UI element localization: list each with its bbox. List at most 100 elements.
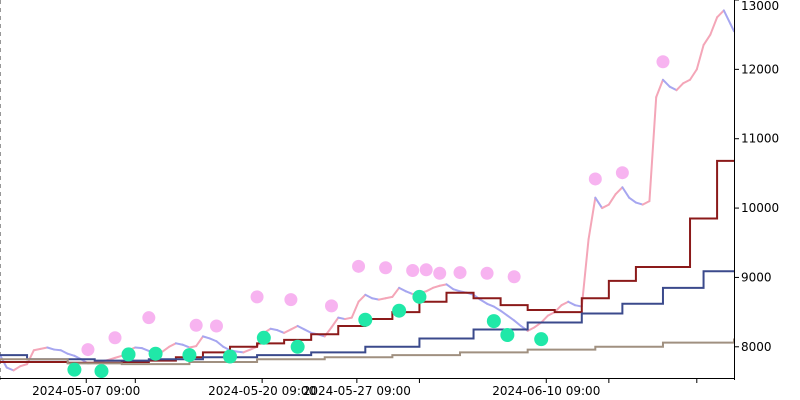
price-segment (168, 342, 177, 348)
price-segment (709, 16, 719, 36)
price-segment (479, 298, 489, 305)
peak-marker (615, 166, 629, 180)
price-segment (445, 283, 455, 291)
price-segment (141, 347, 150, 352)
trough-marker (256, 330, 271, 345)
price-segment (404, 290, 414, 296)
price-segment (621, 186, 631, 199)
price-segment (506, 314, 516, 322)
price-segment (215, 340, 225, 348)
price-segment (32, 347, 42, 352)
price-segment (66, 352, 76, 357)
price-segment (46, 346, 56, 351)
price-segment (188, 345, 198, 349)
price-segment (560, 300, 570, 307)
x-tick-label: 2024-05-20 09:00 (208, 384, 316, 398)
y-tick-label: 8000 (741, 340, 772, 354)
y-tick-label: 12000 (741, 62, 779, 76)
x-tick-label: 2024-05-07 09:00 (32, 384, 140, 398)
trough-marker (94, 364, 109, 379)
peak-marker (480, 266, 494, 280)
step-series-line-3 (0, 338, 735, 366)
price-segment (5, 366, 15, 372)
price-segment (283, 328, 292, 334)
y-tick-label: 9000 (741, 270, 772, 284)
price-segment (729, 23, 735, 33)
price-segment (350, 300, 360, 319)
peak-marker (406, 263, 420, 277)
price-segment (330, 316, 340, 329)
price-segment (546, 311, 556, 317)
price-segment (425, 286, 434, 293)
peak-marker (352, 259, 366, 273)
peak-marker (189, 318, 203, 332)
y-tick-label: 13000 (741, 0, 779, 13)
trough-marker (486, 314, 501, 329)
trough-marker (534, 332, 549, 347)
trough-marker (182, 348, 197, 363)
price-segment (391, 286, 401, 298)
price-segment (452, 288, 462, 293)
price-segment (195, 335, 204, 348)
price-segment (107, 356, 117, 361)
price-segment (513, 319, 522, 327)
price-segment (181, 343, 191, 349)
price-segment (431, 284, 441, 289)
step-series-group (0, 159, 735, 366)
price-segment (201, 335, 211, 340)
price-segment (689, 68, 698, 81)
peak-marker (250, 290, 264, 304)
peak-marker (453, 266, 467, 280)
price-segment (438, 283, 448, 287)
step-series-line-1 (0, 159, 734, 364)
step-series-line-2 (0, 270, 734, 362)
price-segment (269, 327, 279, 332)
price-segment (587, 196, 597, 241)
price-segment (553, 304, 563, 314)
trough-marker (67, 362, 82, 377)
trough-marker (392, 303, 407, 318)
price-segment (161, 345, 171, 353)
trough-marker (358, 312, 373, 327)
price-segment (702, 33, 712, 47)
price-segment (377, 297, 387, 301)
peak-marker (142, 311, 156, 325)
peak-marker (656, 55, 670, 69)
x-tick-label: 2024-06-10 09:00 (492, 384, 600, 398)
price-segment (364, 293, 374, 300)
price-segment (303, 328, 313, 334)
y-axis: 8000 9000 10000 11000 12000 13000 (734, 0, 779, 354)
price-segment (276, 329, 286, 334)
peak-marker (108, 331, 122, 345)
trough-marker (148, 346, 163, 361)
price-segment (668, 85, 678, 92)
price-segment (580, 238, 590, 308)
price-segment (607, 193, 617, 206)
peak-marker (284, 293, 298, 307)
price-segment (174, 342, 184, 346)
peak-marker (324, 299, 338, 313)
price-segment (59, 349, 69, 355)
peak-marker (209, 319, 223, 333)
peak-marker (507, 270, 521, 284)
price-segment (614, 186, 624, 196)
price-segment (675, 82, 685, 92)
price-segment (682, 78, 692, 85)
trough-marker (500, 327, 515, 342)
price-segment (648, 96, 658, 203)
trough-marker (412, 289, 427, 304)
y-tick-label: 10000 (741, 201, 779, 215)
price-segment (242, 348, 252, 354)
price-segment (567, 300, 577, 307)
price-segment (655, 78, 664, 99)
trough-marker (290, 339, 305, 354)
price-segment (134, 346, 144, 350)
price-segment (716, 9, 725, 19)
price-segment (289, 324, 299, 331)
price-segment (357, 293, 367, 303)
price-segment (371, 297, 380, 301)
trough-marker (223, 349, 238, 364)
marker-group (67, 55, 670, 379)
